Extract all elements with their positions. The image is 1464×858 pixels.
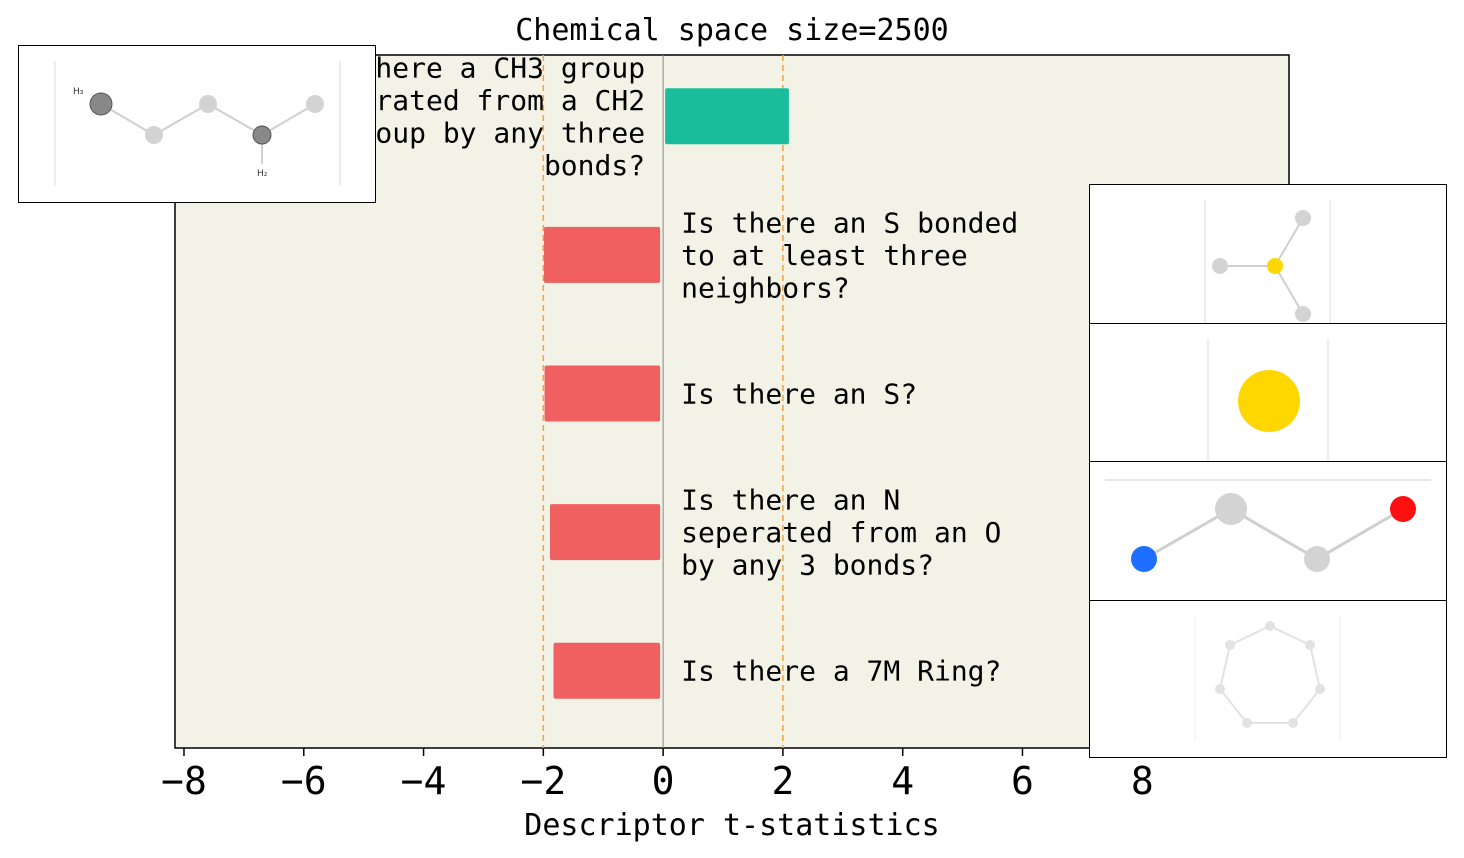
bar-label: bonds? [544,149,645,182]
molecule-inset-sulfur-atom [1089,323,1447,463]
x-tick-label: −2 [520,759,566,803]
molecule-inset-ch3-ch2: H₃ H₂ [18,45,376,203]
molecule-n-o-three-bonds-icon [1105,479,1431,572]
molecule-7-ring-icon [1194,616,1341,741]
molecule-sulfur-atom-icon [1207,339,1329,462]
x-tick-label: 8 [1131,759,1154,803]
bar-label: Is there a 7M Ring? [681,655,1001,688]
bar [544,365,661,422]
bar [553,642,661,699]
bar [543,226,661,283]
x-tick-label: 2 [771,759,794,803]
atom-label-h2: H₂ [257,169,268,179]
bar-label: neighbors? [681,271,850,304]
x-tick-label: 4 [891,759,914,803]
molecule-inset-7-ring [1089,600,1447,758]
atom-label-h3: H₃ [73,87,84,97]
bar-label: Is there an N [681,484,900,517]
molecule-s-three-neighbors-icon [1204,200,1331,323]
bar [665,88,789,145]
x-tick-label: 0 [652,759,675,803]
x-axis-label: Descriptor t-statistics [524,808,939,843]
bar-label: by any 3 bonds? [681,549,934,582]
x-tick-label: −8 [161,759,207,803]
bar [549,504,661,561]
bar-label: to at least three [681,239,968,272]
x-tick-label: −4 [401,759,447,803]
molecule-inset-n-o-three-bonds [1089,461,1447,601]
x-axis: −8 −6 −4 −2 0 2 4 6 8 [161,748,1154,803]
bar-label: Is there an S bonded [681,206,1018,239]
chart-title: Chemical space size=2500 [515,13,948,48]
bar-label: Is there an S? [681,378,917,411]
x-tick-label: −6 [281,759,327,803]
x-tick-label: 6 [1011,759,1034,803]
molecule-ch3-ch2-icon: H₃ H₂ [54,61,341,186]
bar-label: group by any three [342,117,645,150]
molecule-inset-s-three-neighbors [1089,184,1447,324]
bar-label: seperated from an O [681,516,1001,549]
